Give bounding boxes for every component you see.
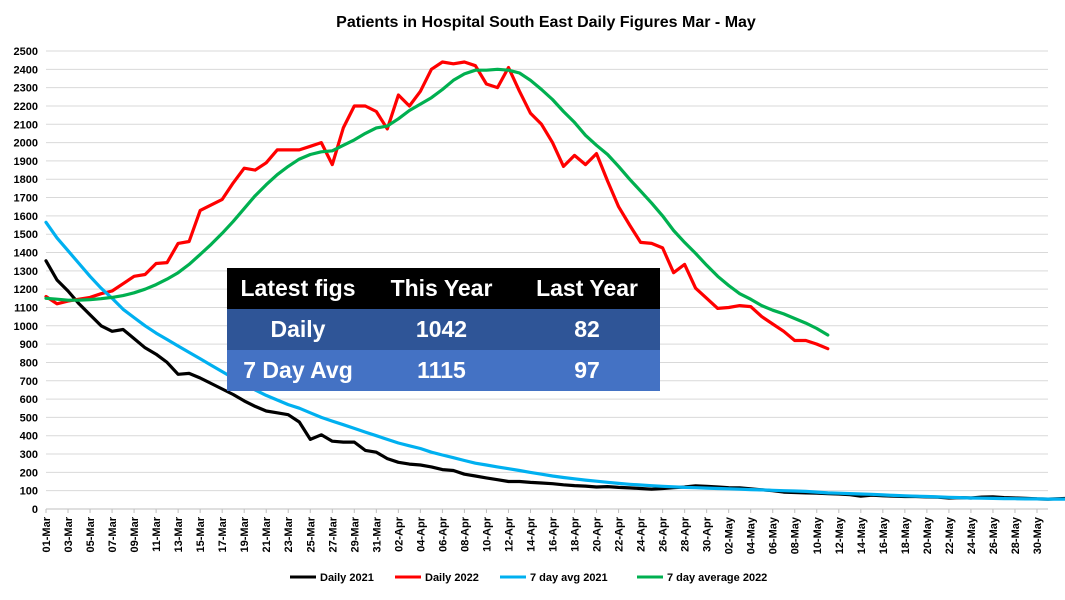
chart-title: Patients in Hospital South East Daily Fi… — [336, 14, 756, 31]
x-tick-label: 14-May — [856, 516, 868, 554]
x-tick-label: 09-Mar — [129, 516, 141, 552]
x-tick-label: 28-May — [1010, 516, 1022, 554]
y-tick-label: 700 — [20, 376, 38, 388]
legend-label: Daily 2021 — [320, 572, 374, 584]
x-tick-label: 08-Apr — [459, 516, 471, 552]
legend-label: 7 day average 2022 — [667, 572, 767, 584]
y-tick-label: 200 — [20, 467, 38, 479]
x-tick-label: 16-Apr — [548, 516, 560, 552]
x-tick-label: 11-Mar — [151, 516, 163, 552]
x-tick-label: 22-May — [944, 516, 956, 554]
x-tick-label: 19-Mar — [239, 516, 251, 552]
summary-row-daily: Daily 1042 82 — [227, 309, 660, 350]
x-tick-label: 18-Apr — [570, 516, 582, 552]
x-tick-label: 02-May — [724, 516, 736, 554]
legend-item: Daily 2022 — [395, 572, 479, 584]
legend-label: Daily 2022 — [425, 572, 479, 584]
x-tick-label: 21-Mar — [261, 516, 273, 552]
y-tick-label: 400 — [20, 431, 38, 443]
x-tick-label: 10-May — [812, 516, 824, 554]
summary-cell-label: 7 Day Avg — [227, 350, 369, 391]
x-tick-label: 26-Apr — [658, 516, 670, 552]
summary-cell-last-year: 97 — [514, 350, 660, 391]
summary-cell-last-year: 82 — [514, 309, 660, 350]
summary-cell-this-year: 1115 — [369, 350, 514, 391]
x-tick-label: 12-Apr — [503, 516, 515, 552]
x-tick-label: 29-Mar — [349, 516, 361, 552]
x-tick-label: 17-Mar — [217, 516, 229, 552]
y-tick-label: 2300 — [14, 83, 38, 95]
x-tick-label: 18-May — [900, 516, 912, 554]
x-tick-label: 07-Mar — [107, 516, 119, 552]
x-tick-label: 15-Mar — [195, 516, 207, 552]
y-tick-label: 500 — [20, 412, 38, 424]
y-tick-label: 1800 — [14, 174, 38, 186]
x-tick-label: 27-Mar — [327, 516, 339, 552]
y-tick-label: 1100 — [14, 302, 38, 314]
y-tick-label: 1200 — [14, 284, 38, 296]
x-tick-label: 31-Mar — [371, 516, 383, 552]
summary-cell-this-year: 1042 — [369, 309, 514, 350]
x-tick-label: 23-Mar — [283, 516, 295, 552]
y-tick-label: 1300 — [14, 266, 38, 278]
x-tick-label: 24-May — [966, 516, 978, 554]
y-tick-label: 900 — [20, 339, 38, 351]
y-tick-label: 1500 — [14, 229, 38, 241]
x-tick-label: 14-Apr — [525, 516, 537, 552]
x-tick-label: 30-Apr — [702, 516, 714, 552]
summary-header-last-year: Last Year — [514, 268, 660, 309]
y-tick-label: 1000 — [14, 321, 38, 333]
series-line-7-day-average-2022 — [44, 67, 830, 337]
y-tick-label: 1400 — [14, 248, 38, 260]
x-tick-label: 01-Mar — [41, 516, 53, 552]
x-tick-label: 04-Apr — [415, 516, 427, 552]
y-tick-label: 300 — [20, 449, 38, 461]
y-tick-label: 1600 — [14, 211, 38, 223]
x-tick-label: 20-May — [922, 516, 934, 554]
legend-label: 7 day avg 2021 — [530, 572, 608, 584]
y-tick-label: 0 — [32, 504, 38, 516]
x-tick-label: 06-May — [768, 516, 780, 554]
x-tick-label: 03-Mar — [63, 516, 75, 552]
x-tick-label: 13-Mar — [173, 516, 185, 552]
y-tick-label: 100 — [20, 486, 38, 498]
y-tick-label: 600 — [20, 394, 38, 406]
summary-header-row: Latest figs This Year Last Year — [227, 268, 660, 309]
summary-table: Latest figs This Year Last Year Daily 10… — [227, 268, 660, 391]
summary-row-7day: 7 Day Avg 1115 97 — [227, 350, 660, 391]
x-tick-label: 04-May — [746, 516, 758, 554]
legend: Daily 2021 Daily 2022 7 day avg 2021 7 day … — [290, 572, 767, 584]
series-line-daily-2022 — [44, 60, 830, 351]
y-tick-label: 1700 — [14, 193, 38, 205]
y-tick-label: 2200 — [14, 101, 38, 113]
y-tick-label: 800 — [20, 357, 38, 369]
y-tick-label: 1900 — [14, 156, 38, 168]
x-tick-label: 06-Apr — [437, 516, 449, 552]
x-tick-label: 26-May — [988, 516, 1000, 554]
summary-header-this-year: This Year — [369, 268, 514, 309]
y-tick-label: 2000 — [14, 138, 38, 150]
y-tick-label: 2100 — [14, 119, 38, 131]
legend-item: 7 day avg 2021 — [500, 572, 608, 584]
x-tick-label: 28-Apr — [680, 516, 692, 552]
legend-item: 7 day average 2022 — [637, 572, 767, 584]
x-tick-label: 20-Apr — [592, 516, 604, 552]
x-tick-label: 05-Mar — [85, 516, 97, 552]
summary-cell-label: Daily — [227, 309, 369, 350]
x-tick-label: 16-May — [878, 516, 890, 554]
x-tick-label: 24-Apr — [636, 516, 648, 552]
y-tick-label: 2400 — [14, 64, 38, 76]
x-tick-label: 10-Apr — [481, 516, 493, 552]
x-tick-label: 12-May — [834, 516, 846, 554]
x-axis: 01-Mar 03-Mar 05-Mar 07-Mar 09-Mar 11-Mar 13-M… — [41, 509, 1044, 554]
summary-header-latest: Latest figs — [227, 268, 369, 309]
x-tick-label: 30-May — [1032, 516, 1044, 554]
legend-item: Daily 2021 — [290, 572, 374, 584]
y-tick-label: 2500 — [14, 46, 38, 58]
x-tick-label: 22-Apr — [614, 516, 626, 552]
x-tick-label: 02-Apr — [393, 516, 405, 552]
x-tick-label: 25-Mar — [305, 516, 317, 552]
x-tick-label: 08-May — [790, 516, 802, 554]
y-axis: 0 100 200 300 400 500 600 700 800 900 1000 1100 1200… — [14, 46, 38, 516]
